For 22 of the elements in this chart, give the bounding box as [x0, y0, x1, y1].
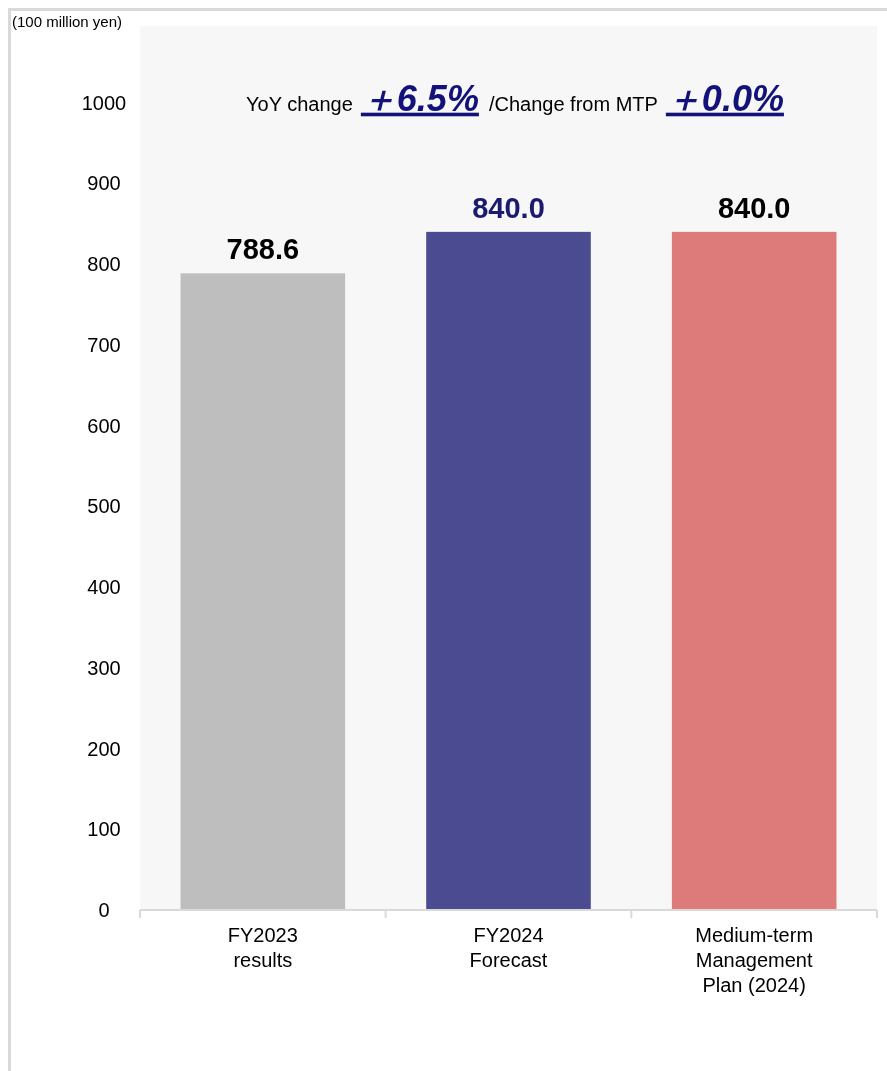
x-tick-label: Medium-term Management Plan (2024): [695, 924, 814, 996]
y-tick-label: 1000: [81, 91, 127, 114]
y-tick-label: 700: [87, 333, 121, 356]
y-tick-label: 0: [98, 899, 110, 921]
x-tick-label: FY2023 results: [227, 924, 298, 971]
y-tick-label: 100: [87, 818, 121, 841]
annotation: /Change from MTP: [488, 92, 658, 115]
y-tick-label: 600: [87, 414, 121, 437]
y-tick-label: 800: [87, 253, 121, 276]
data-label: 788.6: [226, 233, 300, 266]
annotation: ＋6.5%: [360, 77, 479, 119]
data-label: 840.0: [717, 191, 791, 224]
y-tick-label: 300: [87, 656, 121, 679]
y-tick-label: 400: [87, 576, 121, 599]
y-tick-label: 900: [87, 172, 121, 195]
annotation: ＋0.0%: [665, 77, 784, 119]
annotation: YoY change: [246, 92, 353, 115]
x-tick-label: FY2024 Forecast: [469, 924, 548, 971]
y-tick-label: 500: [87, 495, 121, 518]
y-axis-title: (100 million yen): [12, 13, 123, 30]
data-label: 840.0: [472, 191, 545, 224]
y-tick-label: 200: [87, 737, 121, 760]
